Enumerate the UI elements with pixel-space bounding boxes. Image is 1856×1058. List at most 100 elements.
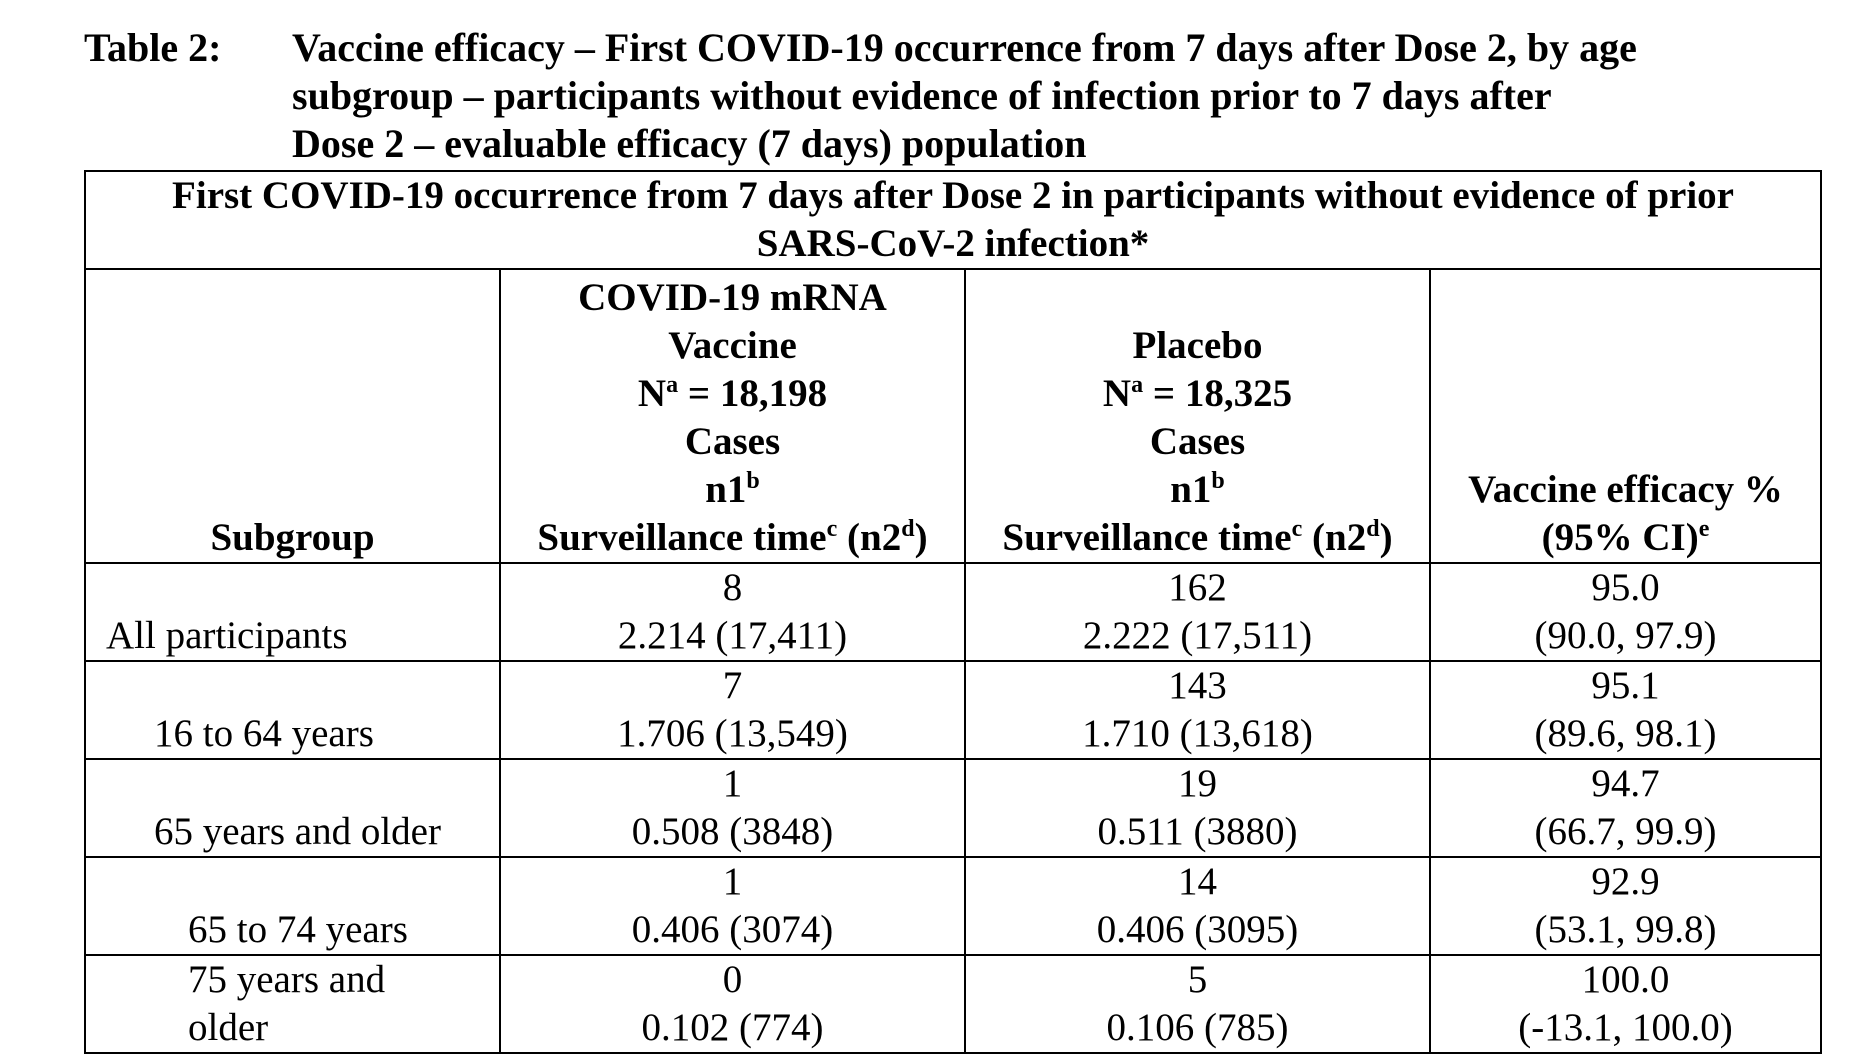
surveillance-value: 0.102 (774) — [641, 1006, 824, 1049]
cases-value: 5 — [1187, 958, 1208, 1001]
row-subgroup: 65 years and older — [84, 758, 501, 858]
vaccine-cell: 0 0.102 (774) — [499, 954, 966, 1054]
table-row: 65 to 74 years 1 0.406 (3074) 14 0.406 (30… — [84, 856, 1823, 956]
cases-value: 143 — [1168, 664, 1227, 707]
n2-close: ) — [914, 516, 928, 559]
row-subgroup: 75 years and older — [84, 954, 501, 1054]
cases-value: 7 — [722, 664, 743, 707]
header-placebo-name: Placebo — [1132, 324, 1263, 367]
cases-value: 162 — [1168, 566, 1227, 609]
vaccine-cell: 7 1.706 (13,549) — [499, 660, 966, 760]
n-value: = 18,325 — [1143, 372, 1293, 415]
header-n1: n1b — [966, 466, 1429, 514]
header-n1: n1b — [501, 466, 964, 514]
header-efficacy-label: Vaccine efficacy % — [1468, 468, 1783, 511]
surveillance-value: 2.214 (17,411) — [617, 614, 848, 657]
efficacy-cell: 100.0 (-13.1, 100.0) — [1428, 954, 1823, 1054]
cases-value: 1 — [722, 860, 743, 903]
cases-value: 19 — [1178, 762, 1217, 805]
efficacy-value: 92.9 — [1591, 860, 1660, 903]
row-subgroup: All participants — [84, 562, 501, 662]
ci-value: (90.0, 97.9) — [1534, 614, 1717, 657]
footnote-marker: b — [1211, 468, 1225, 494]
placebo-cell: 19 0.511 (3880) — [964, 758, 1431, 858]
surveillance-value: 2.222 (17,511) — [1082, 614, 1313, 657]
surveillance-label: Surveillance time — [1002, 516, 1292, 559]
caption-line: Dose 2 – evaluable efficacy (7 days) pop… — [292, 121, 1087, 166]
banner-line: SARS-CoV-2 infection* — [756, 222, 1150, 265]
header-vaccine: COVID-19 mRNA Vaccine Na = 18,198 Cases … — [499, 268, 966, 564]
header-vaccine-name: Vaccine — [668, 324, 797, 367]
row-subgroup: 65 to 74 years — [84, 856, 501, 956]
n2-close: ) — [1379, 516, 1393, 559]
surveillance-value: 0.106 (785) — [1106, 1006, 1289, 1049]
caption-line: subgroup – participants without evidence… — [292, 73, 1552, 118]
header-row: Subgroup COVID-19 mRNA Vaccine Na = 18,1… — [84, 268, 1823, 564]
footnote-marker: d — [1366, 516, 1380, 542]
surveillance-value: 0.508 (3848) — [631, 810, 834, 853]
placebo-cell: 14 0.406 (3095) — [964, 856, 1431, 956]
footnote-marker: b — [746, 468, 760, 494]
subgroup-label: All participants — [106, 614, 348, 657]
surveillance-value: 1.710 (13,618) — [1082, 712, 1313, 755]
subgroup-label: older — [188, 1006, 269, 1049]
efficacy-cell: 95.0 (90.0, 97.9) — [1428, 562, 1823, 662]
n2-label: (n2 — [1302, 516, 1367, 559]
efficacy-value: 94.7 — [1591, 762, 1660, 805]
vaccine-cell: 8 2.214 (17,411) — [499, 562, 966, 662]
footnote-marker: c — [826, 516, 838, 542]
efficacy-value: 100.0 — [1581, 958, 1670, 1001]
header-efficacy: Vaccine efficacy % (95% CI)e — [1428, 268, 1823, 564]
efficacy-value: 95.1 — [1591, 664, 1660, 707]
n1-label: n1 — [705, 468, 747, 511]
efficacy-cell: 92.9 (53.1, 99.8) — [1428, 856, 1823, 956]
efficacy-table: First COVID-19 occurrence from 7 days af… — [83, 170, 1823, 1054]
efficacy-value: 95.0 — [1591, 566, 1660, 609]
table-row: All participants 8 2.214 (17,411) 162 2.22… — [84, 562, 1823, 662]
subgroup-label: 65 to 74 years — [188, 908, 408, 951]
caption-line: Vaccine efficacy – First COVID-19 occurr… — [292, 25, 1637, 70]
table-row: 65 years and older 1 0.508 (3848) 19 0.511… — [84, 758, 1823, 858]
n2-label: (n2 — [837, 516, 902, 559]
footnote-marker: c — [1291, 516, 1303, 542]
header-surveillance: Surveillance timec (n2d) — [966, 514, 1429, 562]
cases-value: 0 — [722, 958, 743, 1001]
n-prefix: N — [637, 372, 667, 415]
surveillance-value: 1.706 (13,549) — [617, 712, 848, 755]
footnote-marker: a — [666, 372, 679, 398]
cases-value: 1 — [722, 762, 743, 805]
caption-label: Table 2: — [84, 25, 222, 70]
table-row: 75 years and older 0 0.102 (774) 5 0.106 (7… — [84, 954, 1823, 1054]
caption-title: Vaccine efficacy – First COVID-19 occurr… — [292, 24, 1812, 168]
banner-line: First COVID-19 occurrence from 7 days af… — [172, 174, 1734, 217]
n-prefix: N — [1102, 372, 1132, 415]
placebo-cell: 5 0.106 (785) — [964, 954, 1431, 1054]
n-value: = 18,198 — [678, 372, 828, 415]
efficacy-cell: 94.7 (66.7, 99.9) — [1428, 758, 1823, 858]
header-subgroup-label: Subgroup — [210, 516, 375, 559]
header-vaccine-n: Na = 18,198 — [501, 370, 964, 418]
header-subgroup: Subgroup — [84, 268, 501, 564]
header-cases: Cases — [1149, 420, 1246, 463]
vaccine-cell: 1 0.508 (3848) — [499, 758, 966, 858]
subgroup-label: 75 years and — [188, 958, 386, 1001]
header-cases: Cases — [684, 420, 781, 463]
header-placebo: Placebo Na = 18,325 Cases n1b Surveillan… — [964, 268, 1431, 564]
placebo-cell: 162 2.222 (17,511) — [964, 562, 1431, 662]
ci-value: (89.6, 98.1) — [1534, 712, 1717, 755]
ci-label: (95% CI) — [1541, 516, 1699, 559]
cases-value: 14 — [1178, 860, 1217, 903]
header-placebo-n: Na = 18,325 — [966, 370, 1429, 418]
header-vaccine-name: COVID-19 mRNA — [578, 276, 887, 319]
vaccine-cell: 1 0.406 (3074) — [499, 856, 966, 956]
ci-value: (53.1, 99.8) — [1534, 908, 1717, 951]
ci-value: (-13.1, 100.0) — [1518, 1006, 1733, 1049]
n1-label: n1 — [1170, 468, 1212, 511]
cases-value: 8 — [722, 566, 743, 609]
surveillance-value: 0.406 (3095) — [1096, 908, 1299, 951]
efficacy-cell: 95.1 (89.6, 98.1) — [1428, 660, 1823, 760]
header-surveillance: Surveillance timec (n2d) — [501, 514, 964, 562]
subgroup-label: 65 years and older — [154, 810, 441, 853]
ci-value: (66.7, 99.9) — [1534, 810, 1717, 853]
table-banner: First COVID-19 occurrence from 7 days af… — [83, 170, 1823, 270]
